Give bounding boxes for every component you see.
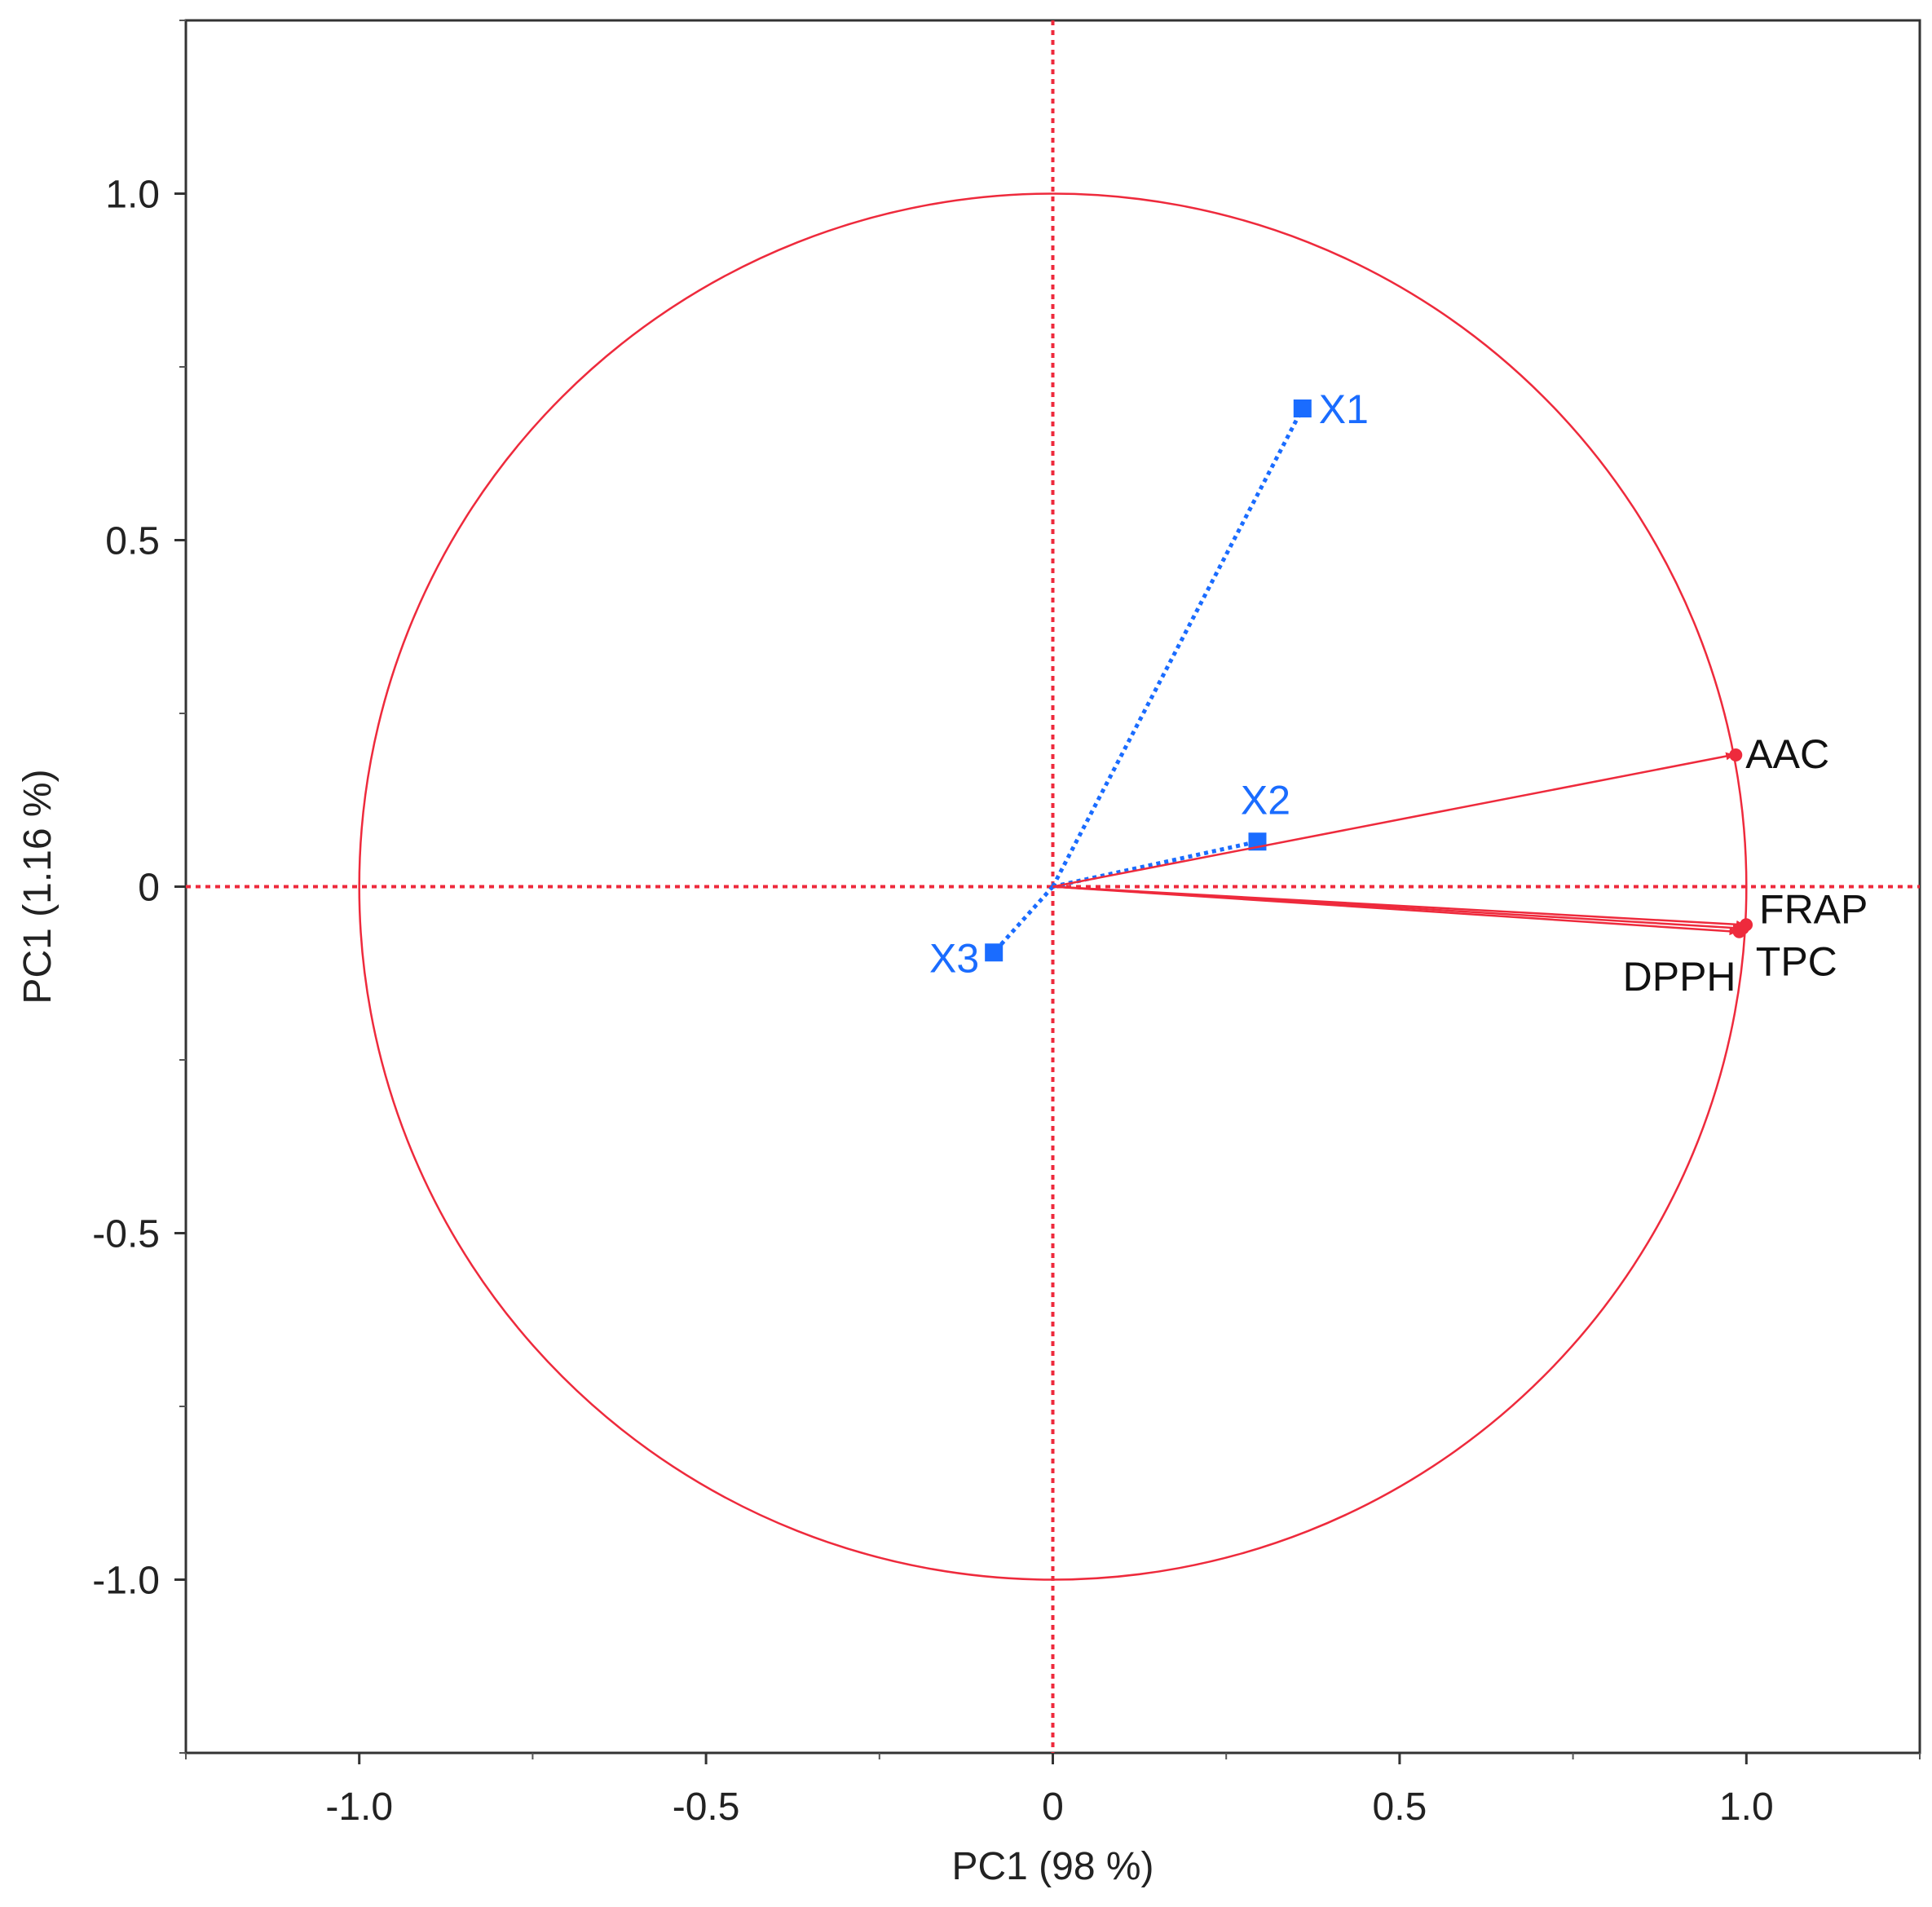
y-tick-label: 0 [138,867,160,910]
marker-aac [1729,748,1743,761]
x-tick-label: 0 [1042,1786,1064,1829]
marker-x1 [1293,399,1312,417]
y-tick-label: -0.5 [92,1213,160,1256]
vector-x3 [992,885,1055,954]
y-tick-label: -1.0 [92,1560,160,1603]
y-axis-title: PC1 (1.16 %) [16,769,60,1004]
y-tick-label: 1.0 [105,174,160,217]
y-tick-label: 0.5 [105,520,160,563]
x-tick-label: -0.5 [673,1786,740,1829]
vector-x1 [1051,407,1305,888]
point-label-x3: X3 [929,935,979,981]
marker-dpph [1732,925,1746,938]
x-tick-label: 1.0 [1719,1786,1774,1829]
point-label-x2: X2 [1241,777,1290,823]
x-tick-label: -1.0 [325,1786,393,1829]
vector-dpph [1052,885,1738,936]
point-label-dpph: DPPH [1623,954,1736,1000]
point-label-frap: FRAP [1759,886,1868,932]
vector-aac [1052,752,1735,888]
marker-x3 [985,943,1003,962]
point-label-tpc: TPC [1756,939,1837,985]
x-tick-label: 0.5 [1373,1786,1427,1829]
point-label-aac: AAC [1745,731,1829,777]
point-label-x1: X1 [1319,386,1369,432]
x-axis-title: PC1 (98 %) [951,1845,1153,1888]
